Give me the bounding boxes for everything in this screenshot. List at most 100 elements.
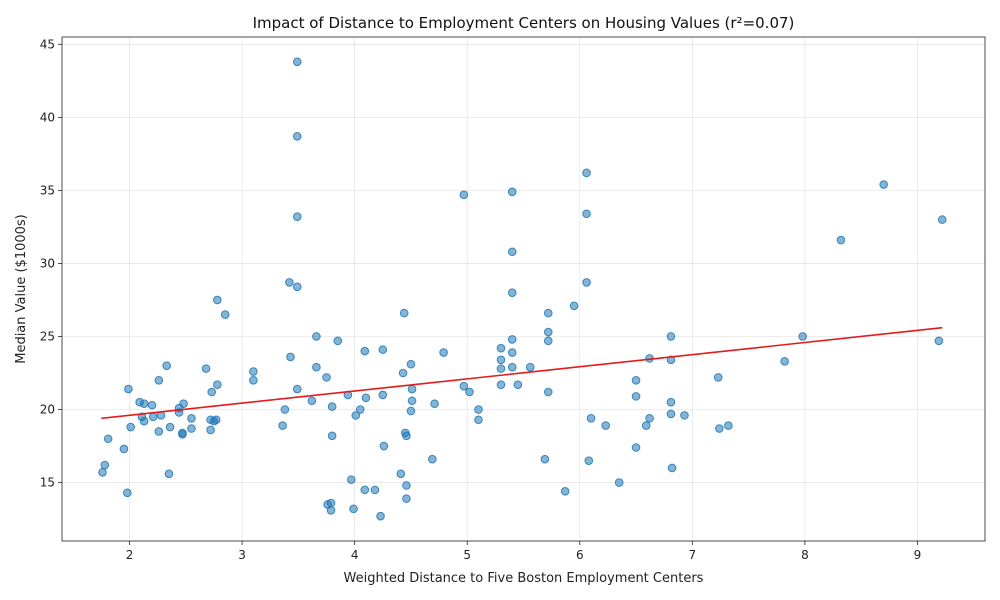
scatter-point — [402, 431, 411, 441]
scatter-point — [631, 376, 641, 385]
scatter-point — [540, 454, 550, 464]
scatter-point — [360, 346, 370, 356]
scatter-point — [351, 411, 361, 420]
scatter-point — [715, 424, 724, 433]
x-tick-label: 9 — [914, 548, 922, 562]
scatter-point — [333, 336, 343, 346]
y-tick-label: 40 — [40, 110, 55, 124]
scatter-point — [666, 332, 676, 341]
scatter-point — [154, 376, 164, 385]
scatter-point — [396, 469, 406, 479]
scatter-point — [407, 384, 417, 394]
y-tick-label: 30 — [40, 256, 55, 270]
scatter-point — [361, 393, 371, 403]
scatter-point — [496, 380, 506, 389]
chart-title: Impact of Distance to Employment Centers… — [253, 14, 795, 32]
scatter-point — [379, 441, 389, 451]
scatter-point — [139, 399, 149, 408]
scatter-point — [666, 397, 676, 407]
scatter-point — [280, 405, 290, 414]
scatter-point — [349, 504, 358, 514]
scatter-point — [496, 364, 506, 373]
scatter-point — [586, 413, 596, 423]
scatter-point — [406, 359, 416, 369]
x-tick-label: 7 — [689, 548, 697, 562]
y-tick-label: 25 — [40, 329, 55, 343]
scatter-point — [543, 308, 553, 318]
scatter-point — [543, 336, 553, 346]
scatter-point — [459, 381, 469, 391]
y-tick-label: 20 — [40, 403, 55, 417]
scatter-point — [278, 421, 287, 430]
scatter-point — [459, 190, 469, 200]
scatter-point — [724, 421, 733, 430]
scatter-point — [879, 180, 888, 189]
x-tick-label: 4 — [351, 548, 359, 562]
scatter-point — [584, 456, 594, 465]
y-tick-label: 35 — [40, 183, 55, 197]
y-tick-label: 45 — [40, 37, 55, 51]
scatter-point — [407, 396, 417, 406]
x-tick-label: 8 — [801, 548, 809, 562]
y-tick-label: 15 — [40, 476, 55, 490]
scatter-point — [360, 485, 370, 495]
scatter-point — [376, 511, 385, 521]
scatter-point — [645, 413, 654, 423]
scatter-point — [666, 355, 676, 365]
scatter-point — [836, 235, 846, 245]
scatter-point — [286, 352, 295, 362]
scatter-point — [780, 357, 789, 366]
scatter-point — [126, 422, 135, 432]
scatter-point — [124, 384, 133, 394]
scatter-point — [560, 487, 570, 496]
scatter-point — [406, 406, 416, 416]
trendline-layer — [101, 326, 943, 420]
scatter-point — [327, 431, 337, 441]
scatter-point — [213, 295, 222, 305]
scatter-point — [601, 421, 610, 430]
scatter-point — [355, 405, 365, 414]
scatter-point — [399, 308, 409, 318]
scatter-point — [496, 343, 506, 353]
x-tick-label: 3 — [238, 548, 246, 562]
scatter-point — [507, 187, 517, 197]
scatter-point — [474, 415, 483, 425]
scatter-point — [285, 278, 294, 287]
scatter-point — [525, 362, 535, 372]
scatter-point — [507, 288, 517, 297]
scatter-point — [428, 454, 437, 464]
scatter-point — [201, 364, 211, 373]
scatter-point — [614, 478, 624, 487]
scatter-point — [398, 368, 408, 378]
scatter-point — [439, 348, 448, 357]
scatter-point — [292, 282, 302, 292]
scatter-point — [154, 427, 164, 436]
scatter-point — [148, 412, 158, 422]
scatter-point — [937, 215, 947, 224]
scatter-point — [798, 332, 807, 341]
scatter-point — [103, 434, 113, 444]
scatter-point — [507, 362, 517, 372]
scatter-point — [631, 392, 641, 401]
scatter-point — [631, 443, 641, 452]
scatter-point — [98, 468, 107, 477]
scatter-point — [162, 361, 171, 370]
scatter-point — [465, 387, 474, 397]
scatter-point — [206, 425, 215, 435]
scatter-point — [641, 421, 651, 430]
scatter-point — [220, 310, 230, 319]
scatter-point — [147, 400, 157, 410]
x-tick-label: 6 — [576, 548, 584, 562]
scatter-point — [582, 209, 591, 219]
scatter-point — [326, 506, 336, 515]
scatter-point — [139, 416, 149, 426]
grid-lines — [62, 37, 985, 541]
scatter-point — [346, 475, 356, 484]
scatter-point — [119, 444, 129, 454]
scatter-point — [713, 373, 723, 382]
scatter-point — [680, 411, 689, 420]
scatter-point — [292, 57, 302, 67]
